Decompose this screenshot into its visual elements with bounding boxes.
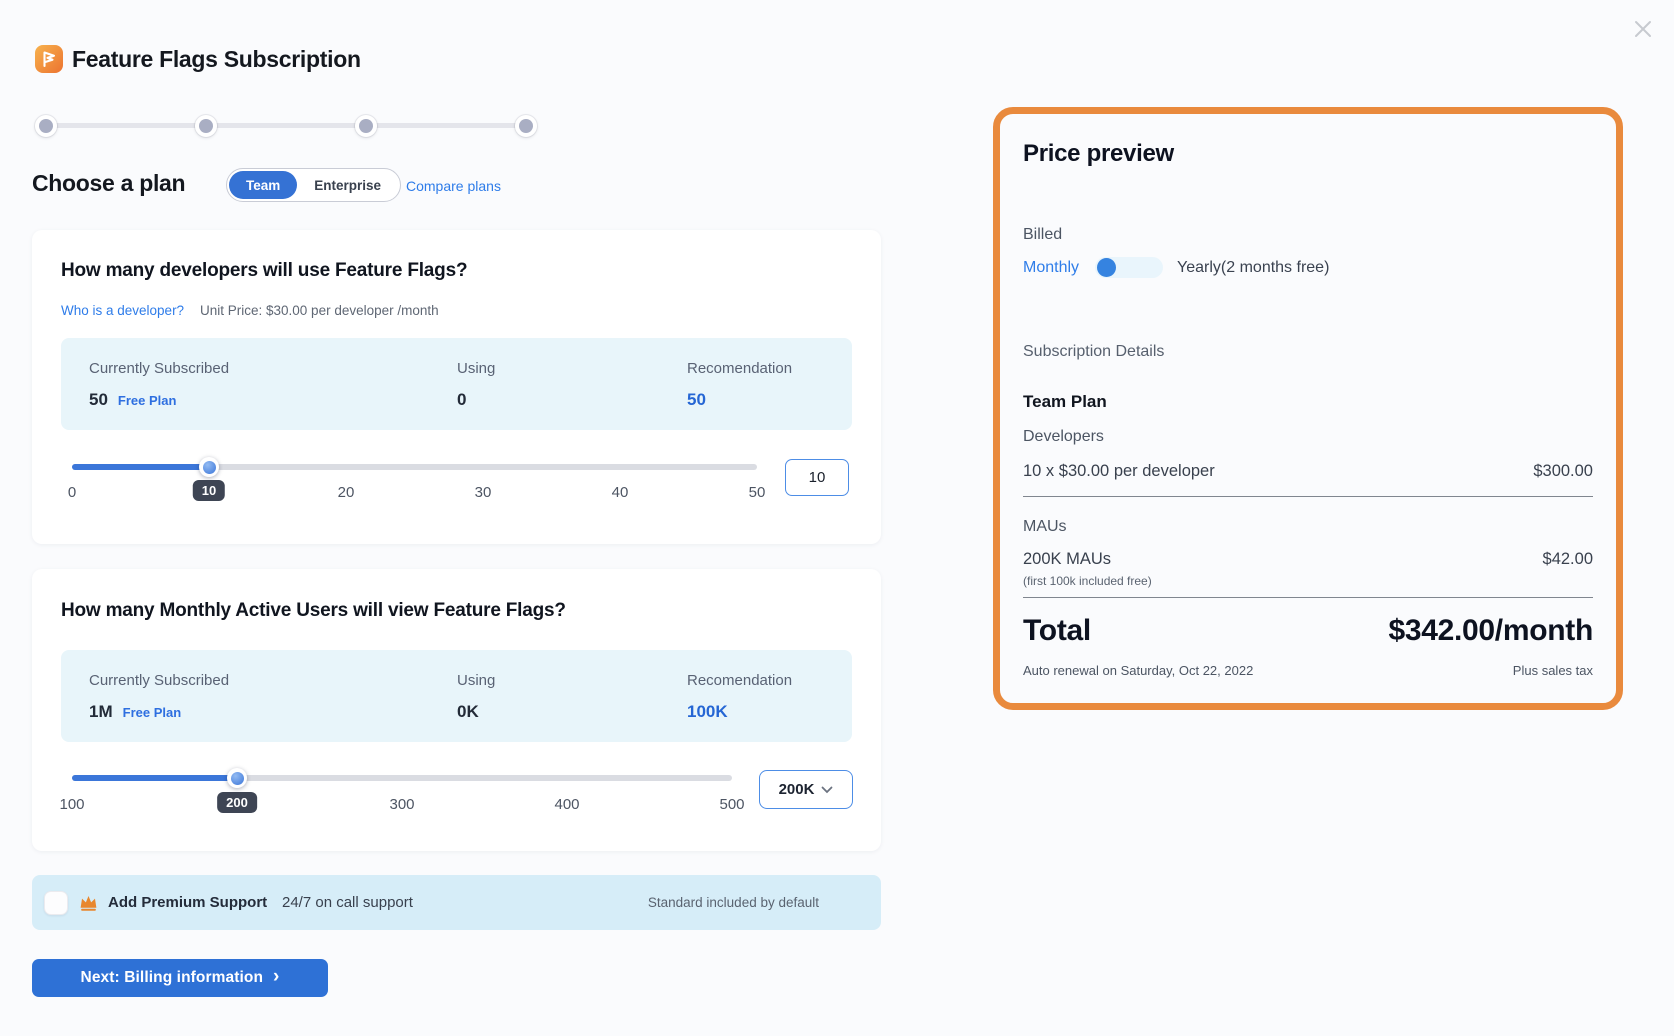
crown-icon [80, 895, 97, 911]
plan-type-toggle: Team Enterprise [226, 168, 402, 202]
subscribed-value: 1M [89, 702, 113, 721]
stepper-track [46, 123, 526, 128]
total-row: Total $342.00/month [1023, 614, 1593, 648]
next-billing-button[interactable]: Next: Billing information › [32, 959, 328, 997]
team-plan-tab[interactable]: Team [229, 171, 298, 199]
premium-support-checkbox[interactable] [44, 891, 68, 915]
mau-question: How many Monthly Active Users will view … [61, 600, 566, 621]
next-billing-label: Next: Billing information [80, 969, 264, 986]
tick-label: 20 [337, 484, 355, 501]
price-preview-heading: Price preview [1023, 140, 1174, 167]
price-preview-panel: Price preview Billed Monthly Yearly(2 mo… [993, 107, 1623, 710]
choose-plan-heading: Choose a plan [32, 170, 186, 196]
divider [1023, 496, 1593, 497]
developers-section-label: Developers [1023, 428, 1104, 445]
currently-subscribed-label: Currently Subscribed [89, 360, 230, 377]
developers-line: 10 x $30.00 per developer [1023, 462, 1215, 480]
tick-label: 0 [67, 484, 77, 501]
mau-select-value: 200K [778, 781, 815, 798]
sales-tax-note: Plus sales tax [1512, 663, 1593, 678]
enterprise-plan-tab[interactable]: Enterprise [314, 177, 382, 193]
developers-slider-ticks: 0 10 20 30 40 50 [68, 480, 765, 510]
tick-label: 40 [611, 484, 629, 501]
premium-support-title: Add Premium Support [108, 894, 268, 911]
monthly-option[interactable]: Monthly [1023, 258, 1080, 276]
using-label: Using [457, 672, 496, 689]
currently-subscribed-label: Currently Subscribed [89, 672, 230, 689]
mau-slider[interactable] [72, 768, 732, 788]
developers-slider-value-badge: 10 [192, 480, 226, 501]
plan-name: Team Plan [1023, 392, 1107, 411]
billed-label: Billed [1023, 226, 1063, 243]
maus-line: 200K MAUs [1023, 550, 1112, 568]
maus-section-label: MAUs [1023, 518, 1067, 535]
developers-count-input[interactable] [785, 459, 849, 496]
mau-select[interactable]: 200K [759, 770, 853, 809]
developers-slider[interactable] [72, 457, 757, 477]
billing-cycle-row: Monthly Yearly(2 months free) [1023, 257, 1329, 278]
stepper-dot-3 [355, 115, 377, 137]
developers-amount: $300.00 [1533, 462, 1593, 480]
toggle-knob-icon [1097, 258, 1117, 277]
recommendation-value: 100K [687, 702, 728, 721]
recommendation-label: Recomendation [687, 672, 793, 689]
subscription-details-label: Subscription Details [1023, 343, 1165, 360]
recommendation-label: Recomendation [687, 360, 793, 377]
developers-question: How many developers will use Feature Fla… [61, 260, 468, 281]
chevron-down-icon [822, 786, 833, 793]
mau-slider-ticks: 100 200 300 400 500 [59, 792, 745, 822]
tick-label: 30 [474, 484, 492, 501]
using-value: 0K [457, 702, 479, 721]
chevron-right-icon: › [273, 966, 280, 987]
tick-label: 100 [59, 796, 85, 813]
premium-support-row: Add Premium Support 24/7 on call support… [32, 875, 881, 930]
billing-cycle-toggle[interactable] [1095, 257, 1164, 278]
maus-note: (first 100k included free) [1023, 574, 1152, 588]
free-plan-link[interactable]: Free Plan [122, 705, 182, 720]
tick-label: 50 [748, 484, 766, 501]
feature-flags-logo-icon [35, 45, 63, 73]
developers-slider-handle[interactable] [199, 457, 219, 477]
tick-label: 300 [389, 796, 415, 813]
stepper-dot-2 [195, 115, 217, 137]
mau-slider-handle[interactable] [227, 768, 247, 788]
page-title: Feature Flags Subscription [72, 46, 361, 72]
mau-card: How many Monthly Active Users will view … [32, 569, 881, 851]
stepper-dot-4 [515, 115, 537, 137]
maus-line-row: 200K MAUs $42.00 [1023, 550, 1593, 569]
tick-label: 400 [554, 796, 580, 813]
total-amount: $342.00/month [1388, 614, 1593, 647]
premium-support-note: Standard included by default [647, 895, 819, 910]
tick-label: 500 [719, 796, 745, 813]
premium-support-subtitle: 24/7 on call support [282, 894, 413, 911]
unit-price-text: Unit Price: $30.00 per developer /month [200, 303, 439, 318]
maus-amount: $42.00 [1542, 550, 1593, 568]
developers-line-row: 10 x $30.00 per developer $300.00 [1023, 462, 1593, 481]
total-label: Total [1023, 614, 1091, 647]
recommendation-value: 50 [687, 390, 706, 409]
who-is-developer-link[interactable]: Who is a developer? [61, 303, 185, 318]
developers-stats-panel: Currently Subscribed 50 Free Plan Using … [61, 338, 852, 430]
mau-stats-panel: Currently Subscribed 1M Free Plan Using … [61, 650, 852, 742]
divider [1023, 597, 1593, 598]
yearly-option[interactable]: Yearly(2 months free) [1177, 258, 1330, 276]
free-plan-link[interactable]: Free Plan [117, 393, 177, 408]
developers-card: How many developers will use Feature Fla… [32, 230, 881, 544]
auto-renewal-note: Auto renewal on Saturday, Oct 22, 2022 [1023, 663, 1254, 678]
stepper-dot-1 [35, 115, 57, 137]
using-label: Using [457, 360, 496, 377]
subscribed-value: 50 [89, 390, 108, 409]
total-notes-row: Auto renewal on Saturday, Oct 22, 2022 P… [1023, 663, 1593, 678]
compare-plans-link[interactable]: Compare plans [406, 178, 501, 194]
currently-subscribed-value-row: 50 Free Plan [89, 390, 176, 410]
using-value: 0 [457, 390, 467, 409]
close-icon[interactable] [1628, 14, 1658, 44]
mau-slider-value-badge: 200 [217, 792, 257, 813]
